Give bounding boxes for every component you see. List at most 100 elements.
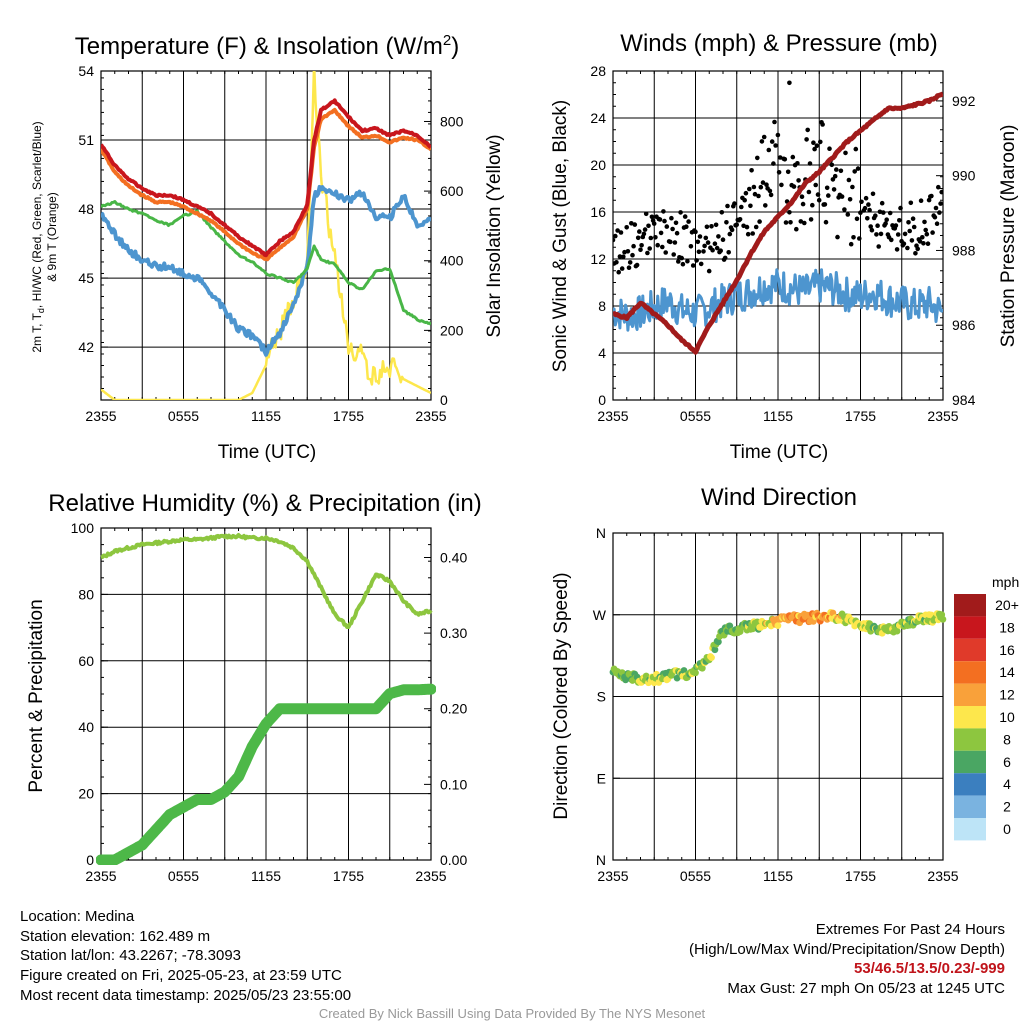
temperature-y-left-label: 2m T, Td, HI/WC (Red, Green, Scarlet/Blu…: [30, 121, 46, 352]
winds-y-left-label: Sonic Wind & Gust (Blue, Black): [550, 100, 571, 372]
gust-point: [788, 220, 793, 225]
gust-point: [678, 210, 683, 215]
colorbar-swatch: [954, 706, 986, 729]
gust-point: [848, 241, 854, 247]
gust-point: [893, 223, 899, 228]
gust-point: [660, 244, 665, 250]
gust-point: [635, 235, 641, 241]
relative-humidity-line: [100, 533, 433, 629]
gust-point: [845, 212, 851, 217]
pressure-line: [613, 91, 943, 355]
gust-point: [842, 207, 847, 212]
gust-point: [763, 203, 768, 208]
gust-point: [863, 195, 869, 201]
gust-point: [884, 217, 889, 222]
elevation-text: Station elevation: 162.489 m: [20, 927, 211, 945]
gust-point: [714, 245, 720, 251]
gust-point: [734, 222, 739, 227]
gust-point: [816, 197, 822, 203]
gust-point: [909, 238, 915, 243]
gust-point: [807, 161, 813, 166]
gust-point: [709, 224, 714, 229]
direction-point: [711, 646, 719, 654]
gust-point: [649, 214, 655, 220]
gust-point: [648, 235, 654, 241]
colorbar-swatch: [954, 594, 986, 617]
gust-point: [679, 255, 684, 261]
gust-point: [925, 241, 931, 246]
temperature-series-line: [101, 98, 431, 258]
gust-point: [852, 169, 857, 174]
gust-point: [795, 161, 800, 166]
gust-point: [806, 189, 812, 195]
wind-direction-x-tick-label: 2355: [597, 868, 628, 884]
gust-point: [785, 169, 791, 175]
gust-point: [698, 261, 704, 267]
credit-text: Created By Nick Bassill Using Data Provi…: [318, 1006, 706, 1021]
gust-point: [823, 219, 829, 225]
max-gust-text: Max Gust: 27 mph On 05/23 at 1245 UTC: [727, 980, 1005, 998]
gust-point: [897, 218, 902, 223]
colorbar-label: 10: [999, 709, 1015, 725]
gust-point: [766, 147, 772, 153]
gust-point: [663, 250, 668, 255]
gust-point: [869, 227, 875, 233]
extremes-info: Extremes For Past 24 Hours (High/Low/Max…: [689, 920, 1005, 999]
humidity-y-right-tick-label: 0.20: [440, 701, 467, 717]
gust-point: [798, 219, 804, 224]
gust-point: [933, 205, 939, 211]
humidity-y-left-tick-label: 100: [71, 520, 95, 536]
gust-point: [913, 251, 918, 256]
gust-point: [672, 240, 678, 245]
gust-point: [645, 250, 650, 256]
gust-point: [854, 216, 860, 222]
humidity-y-left-tick-label: 40: [78, 719, 94, 735]
gust-point: [764, 182, 769, 187]
gust-point: [673, 220, 679, 226]
gust-point: [926, 197, 932, 203]
gust-point: [753, 224, 759, 230]
colorbar-label: 14: [999, 664, 1015, 680]
gust-point: [760, 180, 766, 185]
winds-y-right-label: Station Pressure (Maroon): [998, 125, 1019, 348]
gust-point: [908, 200, 914, 206]
gust-point: [756, 193, 761, 199]
gust-point: [655, 242, 660, 248]
gust-point: [706, 268, 712, 274]
winds-title: Winds (mph) & Pressure (mb): [620, 30, 937, 57]
gust-point: [875, 223, 880, 228]
gust-point: [889, 237, 894, 243]
gust-point: [742, 197, 747, 203]
gust-point: [939, 189, 943, 195]
gust-point: [726, 250, 731, 255]
gust-point: [902, 231, 908, 237]
colorbar-swatch: [954, 683, 986, 706]
gust-point: [878, 231, 884, 237]
gust-point: [631, 243, 636, 249]
winds-panel: Winds (mph) & Pressure (mb) Time (UTC) S…: [550, 30, 1019, 463]
colorbar-label: 0: [1003, 821, 1011, 837]
gust-point: [804, 137, 809, 142]
gust-point: [638, 247, 643, 253]
gust-point: [867, 207, 872, 213]
gust-point: [670, 226, 675, 232]
gust-point: [910, 216, 916, 221]
gust-point: [838, 168, 844, 174]
gust-point: [759, 139, 765, 144]
gust-point: [639, 243, 644, 248]
gust-point: [834, 167, 839, 172]
gust-point: [783, 220, 789, 225]
humidity-x-tick-label: 2355: [85, 868, 116, 884]
winds-y-right-tick-label: 986: [952, 317, 976, 333]
gust-point: [930, 230, 935, 235]
wind-direction-x-tick-label: 1755: [845, 868, 876, 884]
gust-point: [800, 201, 806, 207]
gust-point: [725, 203, 730, 209]
temperature-x-tick-label: 1155: [251, 408, 281, 424]
winds-x-tick-label: 0555: [680, 408, 711, 424]
humidity-y-right-tick-label: 0.40: [440, 549, 467, 565]
gust-point: [813, 182, 818, 188]
gust-point: [720, 237, 726, 242]
colorbar-swatch: [954, 773, 986, 796]
gust-point: [732, 201, 737, 206]
